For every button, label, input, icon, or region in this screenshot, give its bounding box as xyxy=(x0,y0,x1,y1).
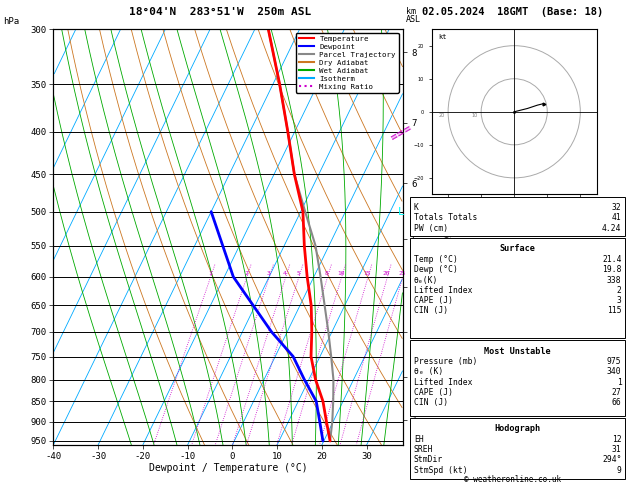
Text: 3: 3 xyxy=(616,296,621,305)
Text: 338: 338 xyxy=(607,276,621,285)
Text: 5: 5 xyxy=(296,271,300,276)
Text: θₑ (K): θₑ (K) xyxy=(414,367,443,377)
Text: 15: 15 xyxy=(364,271,371,276)
Text: 27: 27 xyxy=(611,388,621,397)
Text: 115: 115 xyxy=(607,306,621,315)
Text: L: L xyxy=(398,207,404,217)
Text: Dewp (°C): Dewp (°C) xyxy=(414,265,458,275)
Text: Hodograph: Hodograph xyxy=(494,424,541,434)
Text: 10: 10 xyxy=(472,113,478,118)
Text: CAPE (J): CAPE (J) xyxy=(414,388,453,397)
Text: 2: 2 xyxy=(244,271,248,276)
Text: kt: kt xyxy=(438,34,447,40)
Text: CIN (J): CIN (J) xyxy=(414,306,448,315)
Text: 1: 1 xyxy=(616,378,621,387)
Text: CIN (J): CIN (J) xyxy=(414,398,448,407)
Text: Surface: Surface xyxy=(499,244,536,254)
Text: 4: 4 xyxy=(283,271,287,276)
Text: 19.8: 19.8 xyxy=(602,265,621,275)
Text: © weatheronline.co.uk: © weatheronline.co.uk xyxy=(464,474,561,484)
Text: Lifted Index: Lifted Index xyxy=(414,378,472,387)
Text: 294°: 294° xyxy=(602,455,621,465)
Text: SREH: SREH xyxy=(414,445,433,454)
Text: Pressure (mb): Pressure (mb) xyxy=(414,357,477,366)
Text: LCL: LCL xyxy=(409,439,423,449)
Text: ≡≡≡: ≡≡≡ xyxy=(388,122,415,142)
Text: hPa: hPa xyxy=(3,17,19,26)
Text: 18°04'N  283°51'W  250m ASL: 18°04'N 283°51'W 250m ASL xyxy=(129,7,311,17)
Text: 340: 340 xyxy=(607,367,621,377)
Text: StmDir: StmDir xyxy=(414,455,443,465)
Text: 02.05.2024  18GMT  (Base: 18): 02.05.2024 18GMT (Base: 18) xyxy=(422,7,603,17)
Text: 3: 3 xyxy=(267,271,270,276)
Text: 12: 12 xyxy=(611,435,621,444)
Text: 1: 1 xyxy=(208,271,211,276)
Legend: Temperature, Dewpoint, Parcel Trajectory, Dry Adiabat, Wet Adiabat, Isotherm, Mi: Temperature, Dewpoint, Parcel Trajectory… xyxy=(296,33,399,93)
Text: θₑ(K): θₑ(K) xyxy=(414,276,438,285)
Text: Lifted Index: Lifted Index xyxy=(414,286,472,295)
Text: 4.24: 4.24 xyxy=(602,224,621,233)
Text: 20: 20 xyxy=(438,113,445,118)
Text: 66: 66 xyxy=(611,398,621,407)
Text: StmSpd (kt): StmSpd (kt) xyxy=(414,466,467,475)
Text: K: K xyxy=(414,203,419,212)
Text: 10: 10 xyxy=(337,271,345,276)
Text: PW (cm): PW (cm) xyxy=(414,224,448,233)
Text: 975: 975 xyxy=(607,357,621,366)
Text: Most Unstable: Most Unstable xyxy=(484,347,551,356)
Text: 2: 2 xyxy=(616,286,621,295)
Text: ASL: ASL xyxy=(406,15,421,24)
Text: 32: 32 xyxy=(611,203,621,212)
Text: Totals Totals: Totals Totals xyxy=(414,213,477,223)
Text: 9: 9 xyxy=(616,466,621,475)
Text: km: km xyxy=(406,7,416,17)
Text: 21.4: 21.4 xyxy=(602,255,621,264)
X-axis label: Dewpoint / Temperature (°C): Dewpoint / Temperature (°C) xyxy=(148,464,308,473)
Text: 31: 31 xyxy=(611,445,621,454)
Text: EH: EH xyxy=(414,435,424,444)
Text: 25: 25 xyxy=(398,271,406,276)
Text: Temp (°C): Temp (°C) xyxy=(414,255,458,264)
Text: 8: 8 xyxy=(325,271,328,276)
Text: CAPE (J): CAPE (J) xyxy=(414,296,453,305)
Text: 41: 41 xyxy=(611,213,621,223)
Text: Mixing Ratio (g/kg): Mixing Ratio (g/kg) xyxy=(443,214,452,302)
Text: 20: 20 xyxy=(383,271,391,276)
